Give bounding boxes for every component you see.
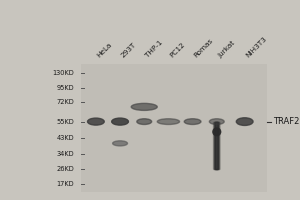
FancyBboxPatch shape [214,122,220,170]
Text: 95KD: 95KD [56,85,74,91]
Ellipse shape [209,119,224,124]
Text: TRAF2: TRAF2 [273,117,299,126]
Ellipse shape [184,119,201,124]
Text: 55KD: 55KD [56,119,74,125]
Ellipse shape [236,118,253,125]
Text: Jurkat: Jurkat [217,40,236,59]
Text: HeLa: HeLa [96,42,113,59]
Text: 17KD: 17KD [56,181,74,187]
Ellipse shape [112,141,128,146]
Text: Romas: Romas [193,38,214,59]
FancyBboxPatch shape [214,122,219,170]
Text: 293T: 293T [120,42,137,59]
Text: NIH3T3: NIH3T3 [245,36,268,59]
Text: 43KD: 43KD [56,135,74,141]
Text: 130KD: 130KD [52,70,74,76]
Ellipse shape [112,118,128,125]
Ellipse shape [213,128,221,136]
Ellipse shape [137,119,152,124]
Ellipse shape [131,103,157,110]
FancyBboxPatch shape [215,122,218,170]
Text: 34KD: 34KD [56,151,74,157]
Ellipse shape [157,119,180,124]
Ellipse shape [88,118,104,125]
Text: PC12: PC12 [168,41,186,59]
Text: THP-1: THP-1 [144,40,164,59]
Text: 72KD: 72KD [56,99,74,105]
Text: 26KD: 26KD [56,166,74,172]
